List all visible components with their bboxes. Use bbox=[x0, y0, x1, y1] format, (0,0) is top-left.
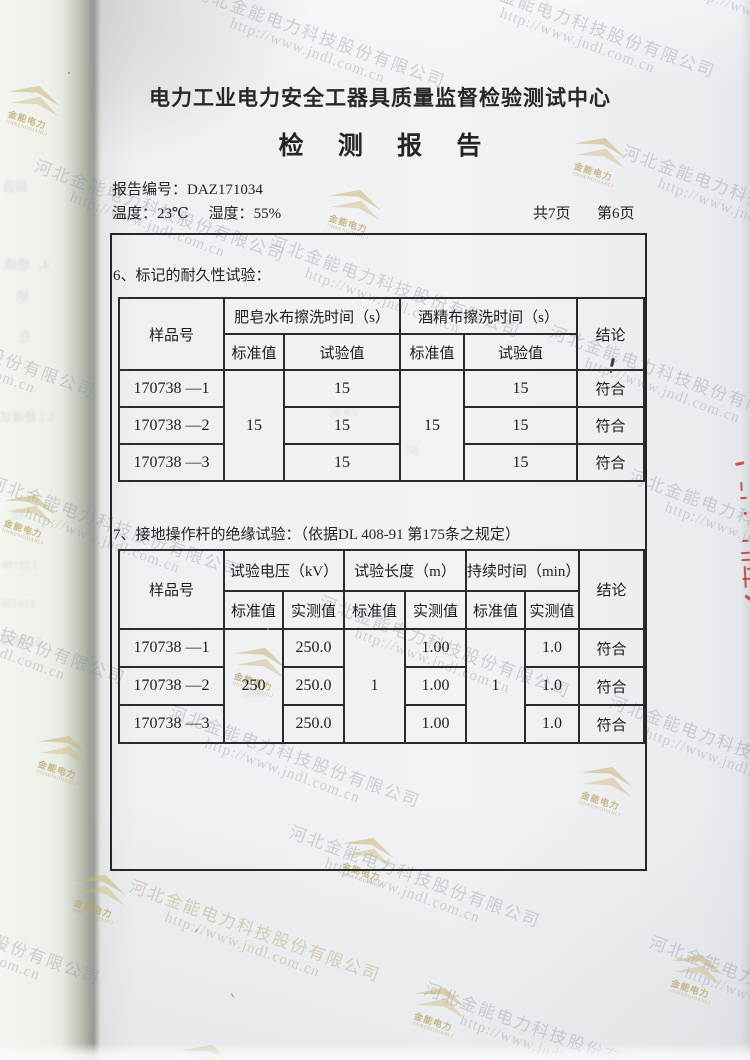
header-test-value: 试验值 bbox=[283, 333, 401, 371]
cell-voltage-measured: 250.0 bbox=[282, 704, 345, 744]
section7-title: 7、接地操作杆的绝缘试验：（依据DL 408-91 第175条之规定） bbox=[113, 527, 520, 543]
cell-duration-measured: 1.0 bbox=[524, 666, 581, 706]
header-test-length: 试验长度（m） bbox=[342, 549, 468, 592]
cell-alcohol-standard: 15 bbox=[399, 369, 465, 482]
header-sample: 样品号 bbox=[118, 297, 225, 371]
cell-length-measured: 1.00 bbox=[403, 628, 468, 668]
cell-conclusion: 符合 bbox=[578, 666, 646, 706]
header-duration: 持续时间（min） bbox=[465, 549, 581, 592]
seal-stroke bbox=[744, 594, 750, 603]
header-measured-value: 实测值 bbox=[282, 590, 345, 630]
dust-speck bbox=[68, 72, 70, 74]
paper-sheet bbox=[90, 0, 750, 1060]
seal-stroke bbox=[735, 461, 745, 466]
cell-alcohol-test: 15 bbox=[463, 406, 578, 445]
header-standard-value: 标准值 bbox=[465, 590, 527, 630]
report-border-box bbox=[110, 233, 647, 871]
ink-dot bbox=[610, 371, 612, 373]
cell-voltage-measured: 250.0 bbox=[282, 628, 345, 668]
header-soap-wipe: 肥皂水布擦洗时间（s） bbox=[223, 297, 401, 335]
org-title: 电力工业电力安全工器具质量监督检验测试中心 bbox=[149, 86, 611, 110]
report-number-value: DAZ171034 bbox=[187, 182, 263, 198]
cell-soap-test: 15 bbox=[283, 443, 401, 482]
cell-sample: 170738 —3 bbox=[118, 443, 225, 482]
seal-stroke bbox=[740, 551, 750, 555]
cell-sample: 170738 —1 bbox=[118, 628, 225, 668]
seal-stroke bbox=[743, 511, 747, 515]
cell-soap-test: 15 bbox=[283, 369, 401, 408]
cell-alcohol-test: 15 bbox=[463, 443, 578, 482]
cell-sample: 170738 —1 bbox=[118, 369, 225, 408]
cell-sample: 170738 —2 bbox=[118, 666, 225, 706]
cell-soap-test: 15 bbox=[283, 406, 401, 445]
header-standard-value: 标准值 bbox=[223, 590, 284, 630]
seal-stroke bbox=[740, 496, 748, 500]
report-number-label: 报告编号： bbox=[112, 182, 188, 198]
header-sample: 样品号 bbox=[118, 549, 225, 630]
current-page: 第6页 bbox=[597, 206, 635, 222]
cell-conclusion: 符合 bbox=[576, 406, 645, 445]
humidity-label: 湿度： bbox=[208, 206, 254, 222]
humidity-value: 55% bbox=[253, 206, 282, 222]
seal-stroke bbox=[741, 558, 750, 562]
cell-alcohol-test: 15 bbox=[463, 369, 578, 408]
dust-speck bbox=[267, 628, 269, 630]
cell-conclusion: 符合 bbox=[578, 628, 646, 668]
header-conclusion: 结论 bbox=[576, 297, 645, 371]
cell-sample: 170738 —2 bbox=[118, 406, 225, 445]
cell-length-measured: 1.00 bbox=[403, 704, 468, 744]
insulation-test-table: 样品号 试验电压（kV） 试验长度（m） 持续时间（min） 结论 标准值 实测… bbox=[118, 549, 646, 744]
header-measured-value: 实测值 bbox=[403, 590, 468, 630]
seal-stroke bbox=[742, 539, 749, 543]
cell-soap-standard: 15 bbox=[223, 369, 285, 482]
seal-stroke bbox=[742, 577, 750, 581]
report-number-line: 报告编号：DAZ171034 bbox=[112, 178, 263, 199]
cell-voltage-measured: 250.0 bbox=[282, 666, 345, 706]
header-alcohol-wipe: 酒精布擦洗时间（s） bbox=[399, 297, 578, 335]
cell-conclusion: 符合 bbox=[576, 369, 645, 408]
section6-title: 6、标记的耐久性试验： bbox=[113, 268, 271, 284]
total-pages: 共7页 bbox=[533, 206, 571, 222]
cell-conclusion: 符合 bbox=[578, 704, 646, 744]
header-test-voltage: 试验电压（kV） bbox=[223, 549, 345, 592]
cell-sample: 170738 —3 bbox=[118, 704, 225, 744]
cell-length-standard: 1 bbox=[343, 628, 406, 744]
header-standard-value: 标准值 bbox=[343, 590, 406, 630]
dust-speck bbox=[194, 928, 199, 933]
header-standard-value: 标准值 bbox=[223, 333, 285, 371]
cell-duration-measured: 1.0 bbox=[524, 628, 581, 668]
report-title: 检 测 报 告 bbox=[278, 133, 496, 160]
header-measured-value: 实测值 bbox=[524, 590, 581, 630]
conditions-line: 温度：23℃ 湿度：55% bbox=[112, 202, 281, 223]
seal-stroke bbox=[740, 481, 743, 492]
temperature-value: 23℃ bbox=[157, 206, 189, 222]
cell-duration-measured: 1.0 bbox=[524, 704, 581, 744]
cell-conclusion: 符合 bbox=[576, 443, 645, 482]
cell-voltage-standard: 250 bbox=[223, 628, 284, 744]
temperature-label: 温度： bbox=[112, 206, 158, 222]
header-conclusion: 结论 bbox=[578, 549, 646, 630]
header-standard-value: 标准值 bbox=[399, 333, 465, 371]
cell-length-measured: 1.00 bbox=[403, 666, 468, 706]
durability-test-table: 样品号 肥皂水布擦洗时间（s） 酒精布擦洗时间（s） 结论 标准值 试验值 标准… bbox=[118, 297, 645, 482]
dust-speck bbox=[230, 993, 235, 998]
cell-duration-standard: 1 bbox=[465, 628, 527, 744]
header-test-value: 试验值 bbox=[463, 333, 578, 371]
